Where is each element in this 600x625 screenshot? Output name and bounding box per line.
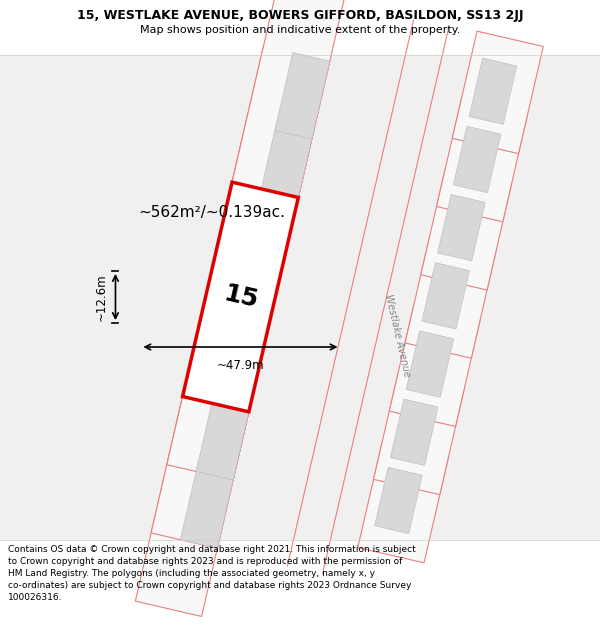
Text: Contains OS data © Crown copyright and database right 2021. This information is : Contains OS data © Crown copyright and d… bbox=[8, 545, 416, 554]
Polygon shape bbox=[199, 114, 314, 344]
Text: to Crown copyright and database rights 2023 and is reproduced with the permissio: to Crown copyright and database rights 2… bbox=[8, 557, 403, 566]
Text: 15, WESTLAKE AVENUE, BOWERS GIFFORD, BASILDON, SS13 2JJ: 15, WESTLAKE AVENUE, BOWERS GIFFORD, BAS… bbox=[77, 9, 523, 21]
Text: Westlake Avenue: Westlake Avenue bbox=[383, 294, 412, 378]
Polygon shape bbox=[167, 251, 283, 480]
Polygon shape bbox=[358, 441, 449, 563]
Polygon shape bbox=[214, 46, 330, 276]
Polygon shape bbox=[437, 194, 485, 261]
Polygon shape bbox=[437, 99, 527, 222]
Polygon shape bbox=[391, 399, 438, 466]
Polygon shape bbox=[196, 394, 251, 480]
Polygon shape bbox=[275, 52, 330, 139]
Text: HM Land Registry. The polygons (including the associated geometry, namely x, y: HM Land Registry. The polygons (includin… bbox=[8, 569, 375, 578]
Text: co-ordinates) are subject to Crown copyright and database rights 2023 Ordnance S: co-ordinates) are subject to Crown copyr… bbox=[8, 581, 412, 590]
Polygon shape bbox=[136, 387, 251, 616]
Polygon shape bbox=[406, 331, 454, 398]
Polygon shape bbox=[244, 189, 298, 276]
Polygon shape bbox=[421, 168, 512, 290]
Polygon shape bbox=[230, 0, 346, 208]
Polygon shape bbox=[182, 182, 298, 412]
Polygon shape bbox=[182, 182, 298, 412]
Text: 100026316.: 100026316. bbox=[8, 593, 62, 602]
Polygon shape bbox=[452, 31, 543, 154]
Text: 15: 15 bbox=[221, 281, 260, 312]
Polygon shape bbox=[454, 126, 501, 192]
Text: Map shows position and indicative extent of the property.: Map shows position and indicative extent… bbox=[140, 25, 460, 35]
Polygon shape bbox=[374, 468, 422, 534]
Polygon shape bbox=[259, 121, 314, 208]
Polygon shape bbox=[389, 304, 480, 426]
Polygon shape bbox=[374, 372, 464, 494]
Text: ~12.6m: ~12.6m bbox=[95, 273, 108, 321]
Polygon shape bbox=[212, 326, 267, 412]
Polygon shape bbox=[469, 58, 517, 124]
Polygon shape bbox=[405, 236, 496, 358]
Text: ~562m²/~0.139ac.: ~562m²/~0.139ac. bbox=[139, 205, 286, 220]
Text: ~47.9m: ~47.9m bbox=[217, 359, 264, 372]
Polygon shape bbox=[181, 462, 235, 548]
Bar bbox=[0, 55, 600, 540]
Polygon shape bbox=[151, 319, 267, 548]
Polygon shape bbox=[422, 262, 469, 329]
